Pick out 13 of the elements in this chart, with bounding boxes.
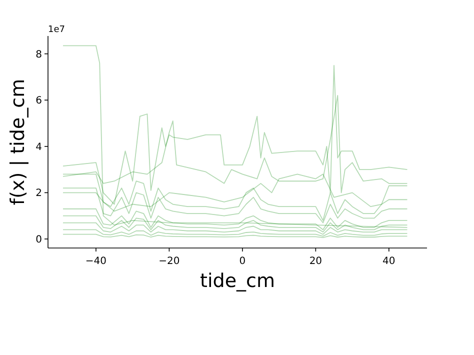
x-axis-title: tide_cm xyxy=(200,270,275,292)
y-axis-title: f(x) | tide_cm xyxy=(7,78,29,206)
y-tick-label: 2 xyxy=(36,188,42,200)
x-tick-label: −20 xyxy=(158,256,180,267)
x-tick-label: 0 xyxy=(239,256,246,267)
y-tick-label: 6 xyxy=(36,96,42,107)
y-tick-label: 4 xyxy=(36,142,42,153)
x-tick-label: 40 xyxy=(382,256,396,267)
x-tick-label: −40 xyxy=(85,256,107,267)
y-tick-label: 0 xyxy=(36,234,42,246)
text: 1e7 xyxy=(48,25,65,35)
y-tick-label: 8 xyxy=(36,49,42,60)
x-tick-label: 20 xyxy=(309,256,322,267)
